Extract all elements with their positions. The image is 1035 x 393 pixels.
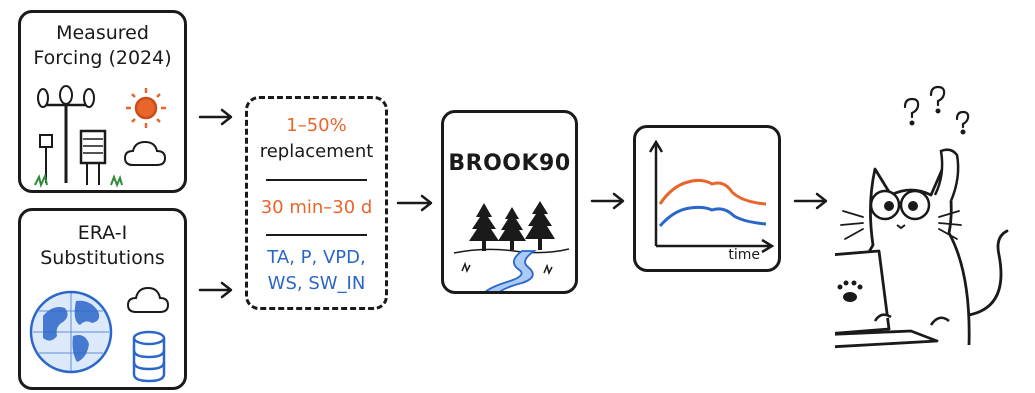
era-substitutions-box: ERA-I Substitutions — [18, 208, 187, 390]
orange-series — [658, 178, 767, 206]
arrow-model-to-output — [590, 192, 625, 210]
stream-icon — [484, 250, 537, 291]
era-title-line2: Substitutions — [40, 247, 165, 269]
database-icon — [132, 330, 166, 383]
replacement-settings-box: 1–50% replacement 30 min–30 d TA, P, VPD… — [245, 96, 388, 310]
tree-icon — [469, 201, 555, 251]
era-title-line1: ERA-I — [77, 222, 128, 244]
separator — [266, 179, 367, 181]
model-name: BROOK90 — [448, 151, 571, 176]
replacement-percent: 1–50% — [286, 115, 347, 136]
separator — [266, 234, 367, 236]
arrow-output-to-cat — [793, 192, 828, 210]
brook90-model-box: BROOK90 — [441, 110, 578, 294]
weather-station-icon — [34, 85, 167, 189]
cat-icon — [835, 85, 1009, 349]
globe-icon — [29, 290, 113, 374]
arrow-measured-to-replacement — [198, 108, 233, 126]
measured-forcing-box: Measured Forcing (2024) — [18, 10, 187, 193]
replacement-vars-line1: TA, P, VPD, — [267, 247, 366, 268]
laptop-icon — [835, 249, 939, 349]
arrow-era-to-replacement — [198, 281, 233, 299]
paw-icon — [837, 280, 863, 302]
question-marks-icon — [903, 85, 970, 135]
x-axis-label: time — [728, 247, 760, 263]
sun-icon — [126, 88, 166, 128]
arrow-replacement-to-model — [396, 194, 433, 212]
output-chart-box: time — [633, 125, 781, 272]
cloud-icon — [123, 140, 167, 166]
measured-title-line2: Forcing (2024) — [33, 47, 172, 69]
measured-title-line1: Measured — [56, 22, 149, 44]
replacement-vars-line2: WS, SW_IN — [267, 273, 366, 294]
cloud-icon — [126, 286, 170, 313]
blue-series — [658, 205, 767, 227]
replacement-duration: 30 min–30 d — [260, 197, 373, 218]
replacement-label: replacement — [259, 141, 374, 162]
